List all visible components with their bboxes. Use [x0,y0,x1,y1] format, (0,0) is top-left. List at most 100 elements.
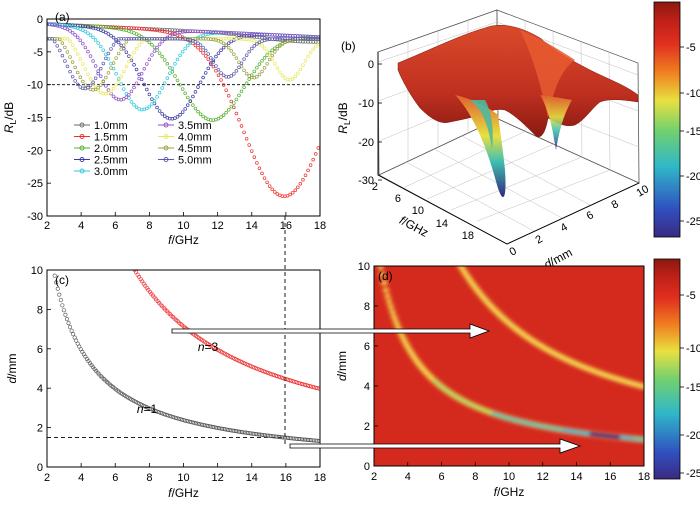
panel-a-point [255,161,259,165]
panel-c-point [55,286,60,291]
panel-a-point [73,79,77,83]
panel-a-point [109,47,113,51]
panel-a-point [201,45,205,50]
panel-a-point [73,33,77,37]
panel-a-point [244,81,249,85]
panel-b-dtick-label: 0 [508,245,519,258]
panel-a-point [86,49,90,54]
panel-a-point [273,190,277,194]
panel-a-point [280,73,285,78]
panel-a-point [55,44,59,48]
panel-a-point [206,52,210,56]
panel-b-ztick-label: -20 [358,137,374,149]
panel-a-point [58,37,62,42]
panel-c-point [54,280,59,285]
panel-c-tag: (c) [55,273,69,287]
panel-d-ytick-label: 4 [364,381,370,393]
panel-a-point [75,52,80,56]
panel-a-point [132,50,136,55]
panel-a-point [139,40,144,44]
panel-a-point [203,71,208,75]
panel-a-point [303,173,308,178]
panel-c-point [290,436,295,441]
panel-a-point [214,54,218,59]
panel-a-series-4.5mm [47,36,320,92]
panel-a-point [247,143,251,147]
panel-a-point [293,74,298,79]
panel-a-xtick-label: 8 [146,220,152,232]
panel-a-point [170,66,175,71]
panel-a-point [250,149,254,153]
panel-a-point [239,89,244,94]
panel-a-point [147,92,152,97]
panel-c-point [312,438,317,443]
panel-a-point [262,46,267,51]
panel-a-point [209,56,213,60]
panel-c-xtick-label: 10 [177,472,189,484]
panel-c-point [267,433,272,438]
panel-a-xtick-label: 10 [177,220,189,232]
panel-a-point [160,112,164,116]
panel-c-point [276,434,281,439]
panel-a-point [232,101,236,105]
panel-a-point [226,41,231,45]
panel-c-ytick-label: 4 [37,383,43,395]
panel-a-point [298,182,303,186]
panel-a-point [98,44,103,49]
panel-a-point [229,49,234,53]
panel-a-point [63,59,67,63]
panel-a-point [147,40,152,45]
panel-a-point [226,108,231,112]
panel-d-band-core [388,305,394,310]
panel-a-point [137,76,141,81]
panel-a-point [111,61,116,65]
panel-a-point [180,87,185,91]
panel-a-point [132,63,136,67]
panel-a-point [137,43,141,47]
panel-a-point [124,64,129,69]
panel-a-point [239,61,244,65]
panel-a-point [70,74,75,79]
panel-c-point [281,435,286,440]
panel-a-point [173,62,177,66]
panel-a-point [150,97,154,101]
panel-d-ylabel: d/mm [335,351,349,381]
panel-a-point [265,49,269,54]
panel-a-point [242,68,246,73]
panel-a-point [237,93,241,98]
panel-a-point [270,48,274,53]
panel-a-point [81,79,85,84]
panel-a-point [134,105,139,110]
panel-a-point [101,79,106,84]
panel-a-point [175,78,180,83]
legend-swatch-marker [163,134,169,139]
panel-a-point [124,40,129,44]
panel-a-point [142,66,147,71]
panel-c-point [316,386,320,391]
panel-a-point [68,29,72,33]
panel-a-point [152,49,157,53]
panel-a-point [260,43,264,48]
panel-a-point [73,47,77,52]
panel-c-point [304,437,309,442]
panel-a-point [63,45,67,50]
panel-c-point [131,266,134,269]
panel-c-point [80,349,85,354]
panel-a-point [196,45,200,50]
panel-a-point [270,187,274,192]
panel-a-point [139,35,144,39]
panel-a-point [91,59,95,63]
panel-d-xtick-label: 4 [405,471,411,483]
panel-a-point [70,30,75,35]
panel-a-point [252,155,257,159]
panel-a-point [224,110,228,115]
legend-label: 5.0mm [178,155,212,167]
panel-a-point [75,70,80,75]
panel-a-point [124,95,129,99]
panel-c-point [295,436,300,441]
panel-c-point [299,437,304,442]
panel-a-point [86,31,90,35]
panel-a-xtick-label: 14 [246,220,258,232]
legend-label: 1.5mm [94,132,128,144]
panel-a-xlabel: f/GHz [168,233,199,247]
